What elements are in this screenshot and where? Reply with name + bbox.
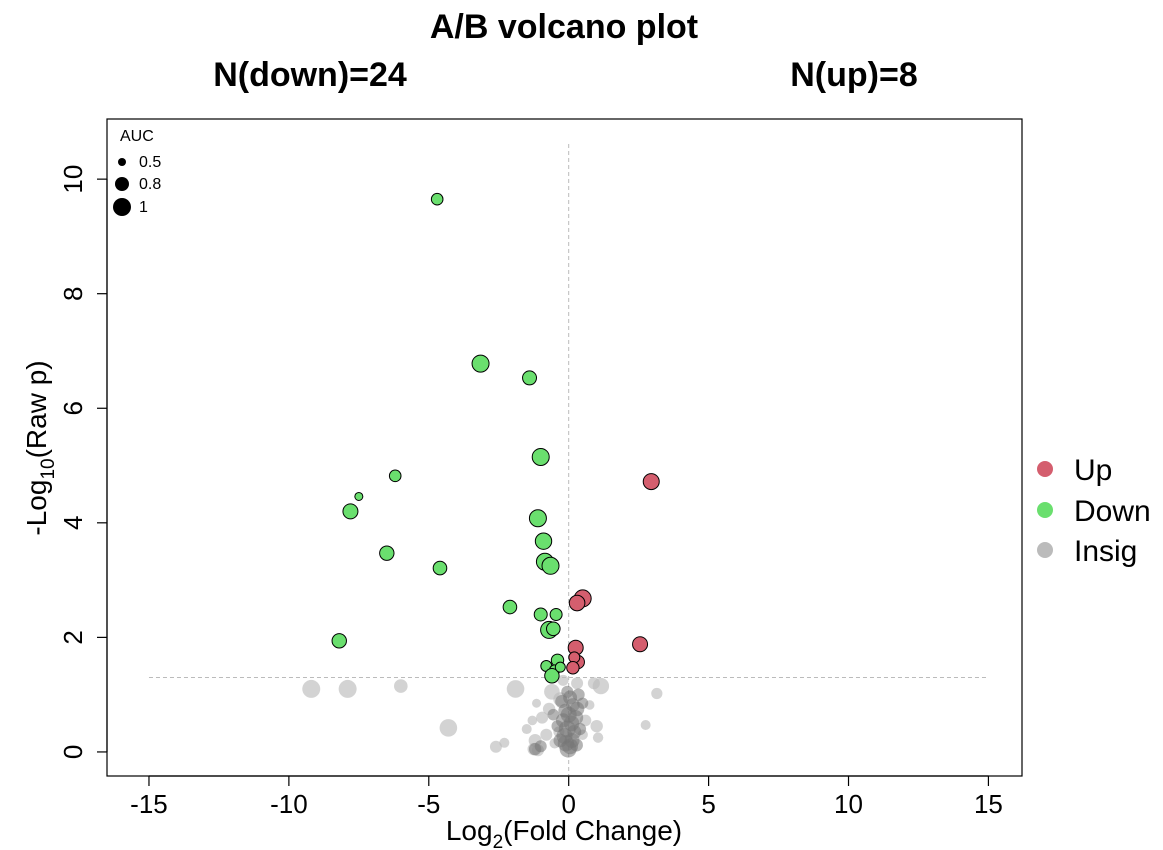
y-axis-title-subscript: 10 <box>38 458 59 479</box>
legend-label-insig: Insig <box>1074 535 1137 568</box>
point-down-18 <box>331 633 347 649</box>
point-down-8 <box>534 532 553 550</box>
point-insig-2 <box>394 679 408 693</box>
y-tick-label-0: 0 <box>58 745 88 759</box>
point-insig-14 <box>557 674 569 686</box>
point-down-17 <box>546 621 561 637</box>
point-down-7 <box>528 509 547 528</box>
point-down-13 <box>502 599 518 615</box>
point-down-23 <box>554 661 566 673</box>
point-insig-dark-16 <box>572 688 585 701</box>
auc-legend-label-1: 0.8 <box>139 176 161 193</box>
auc-size-legend: AUC 0.5 0.8 1 <box>113 128 161 216</box>
y-axis: 0 2 4 6 8 10 <box>58 165 108 759</box>
point-up-3 <box>632 636 649 653</box>
point-down-15 <box>549 607 563 621</box>
point-insig-22 <box>521 724 532 735</box>
point-insig-15 <box>571 677 584 690</box>
up-count-label: N(up)=8 <box>790 56 918 94</box>
point-insig-0 <box>302 679 321 698</box>
x-tick-label-1: -10 <box>270 789 308 819</box>
x-tick-label-3: 0 <box>561 789 575 819</box>
threshold-lines <box>148 144 989 776</box>
x-tick-label-4: 5 <box>701 789 715 819</box>
legend-marker-up <box>1037 461 1053 477</box>
x-tick-label-5: 10 <box>834 789 863 819</box>
point-down-4 <box>388 469 402 483</box>
point-insig-6 <box>640 720 651 731</box>
point-down-0 <box>430 192 444 206</box>
auc-legend-dot-0 <box>118 158 126 166</box>
point-insig-18 <box>536 711 549 724</box>
data-points <box>302 192 663 758</box>
x-axis-title-subscript: 2 <box>493 832 504 850</box>
point-insig-30 <box>540 728 553 741</box>
point-insig-dark-22 <box>547 708 560 721</box>
point-down-11 <box>541 556 560 575</box>
x-axis-title-main: Log <box>446 815 493 846</box>
x-tick-label-6: 15 <box>974 789 1003 819</box>
point-insig-10 <box>590 719 603 733</box>
legend-label-up: Up <box>1074 454 1112 487</box>
y-axis-title-rest: (Raw p) <box>21 360 52 458</box>
auc-legend-dot-2 <box>113 198 131 216</box>
point-down-14 <box>533 607 548 622</box>
auc-legend-dot-1 <box>115 177 129 191</box>
point-insig-dark-23 <box>577 697 589 709</box>
point-up-7 <box>566 661 580 675</box>
point-up-0 <box>642 473 660 491</box>
y-tick-label-2: 4 <box>58 516 88 530</box>
y-tick-label-5: 10 <box>58 165 88 194</box>
x-axis-title: Log2(Fold Change) <box>446 815 682 850</box>
y-tick-label-3: 6 <box>58 401 88 415</box>
point-insig-16 <box>532 698 542 708</box>
x-tick-label-2: -5 <box>417 789 440 819</box>
auc-legend-title: AUC <box>120 128 154 145</box>
point-up-2 <box>568 594 586 612</box>
y-tick-label-1: 2 <box>58 630 88 644</box>
legend-marker-down <box>1037 502 1053 518</box>
point-insig-dark-20 <box>553 733 568 748</box>
point-insig-dark-19 <box>573 722 587 736</box>
point-down-12 <box>432 560 448 576</box>
point-insig-11 <box>592 732 604 743</box>
point-down-3 <box>531 447 550 466</box>
point-insig-7 <box>439 719 458 737</box>
point-down-1 <box>471 354 490 373</box>
point-insig-dark-25 <box>534 740 547 753</box>
point-insig-12 <box>587 677 600 690</box>
auc-legend-label-0: 0.5 <box>139 154 161 171</box>
legend-marker-insig <box>1037 542 1053 558</box>
y-tick-label-4: 8 <box>58 286 88 300</box>
point-insig-9 <box>499 737 510 748</box>
point-insig-dark-21 <box>570 738 583 752</box>
point-insig-dark-18 <box>551 720 564 733</box>
point-insig-1 <box>338 679 357 698</box>
point-down-9 <box>379 545 395 561</box>
auc-legend-label-2: 1 <box>139 199 148 216</box>
point-insig-17 <box>527 715 538 726</box>
legend-label-down: Down <box>1074 495 1151 528</box>
x-tick-label-0: -15 <box>130 789 168 819</box>
down-count-label: N(down)=24 <box>213 56 407 94</box>
chart-title: A/B volcano plot <box>430 8 698 46</box>
point-insig-5 <box>651 687 663 700</box>
point-down-22 <box>544 668 560 684</box>
point-down-5 <box>354 491 364 501</box>
color-legend: Up Down Insig <box>1037 454 1151 568</box>
x-axis: -15 -10 -5 0 5 10 15 <box>130 775 1003 819</box>
point-insig-3 <box>506 680 525 698</box>
y-axis-title: -Log10(Raw p) <box>21 360 59 535</box>
point-down-2 <box>522 370 538 386</box>
x-axis-title-rest: (Fold Change) <box>503 815 682 846</box>
point-insig-8 <box>489 740 502 753</box>
point-insig-dark-17 <box>561 685 574 698</box>
point-down-6 <box>342 503 359 520</box>
y-axis-title-main: -Log <box>21 480 52 536</box>
